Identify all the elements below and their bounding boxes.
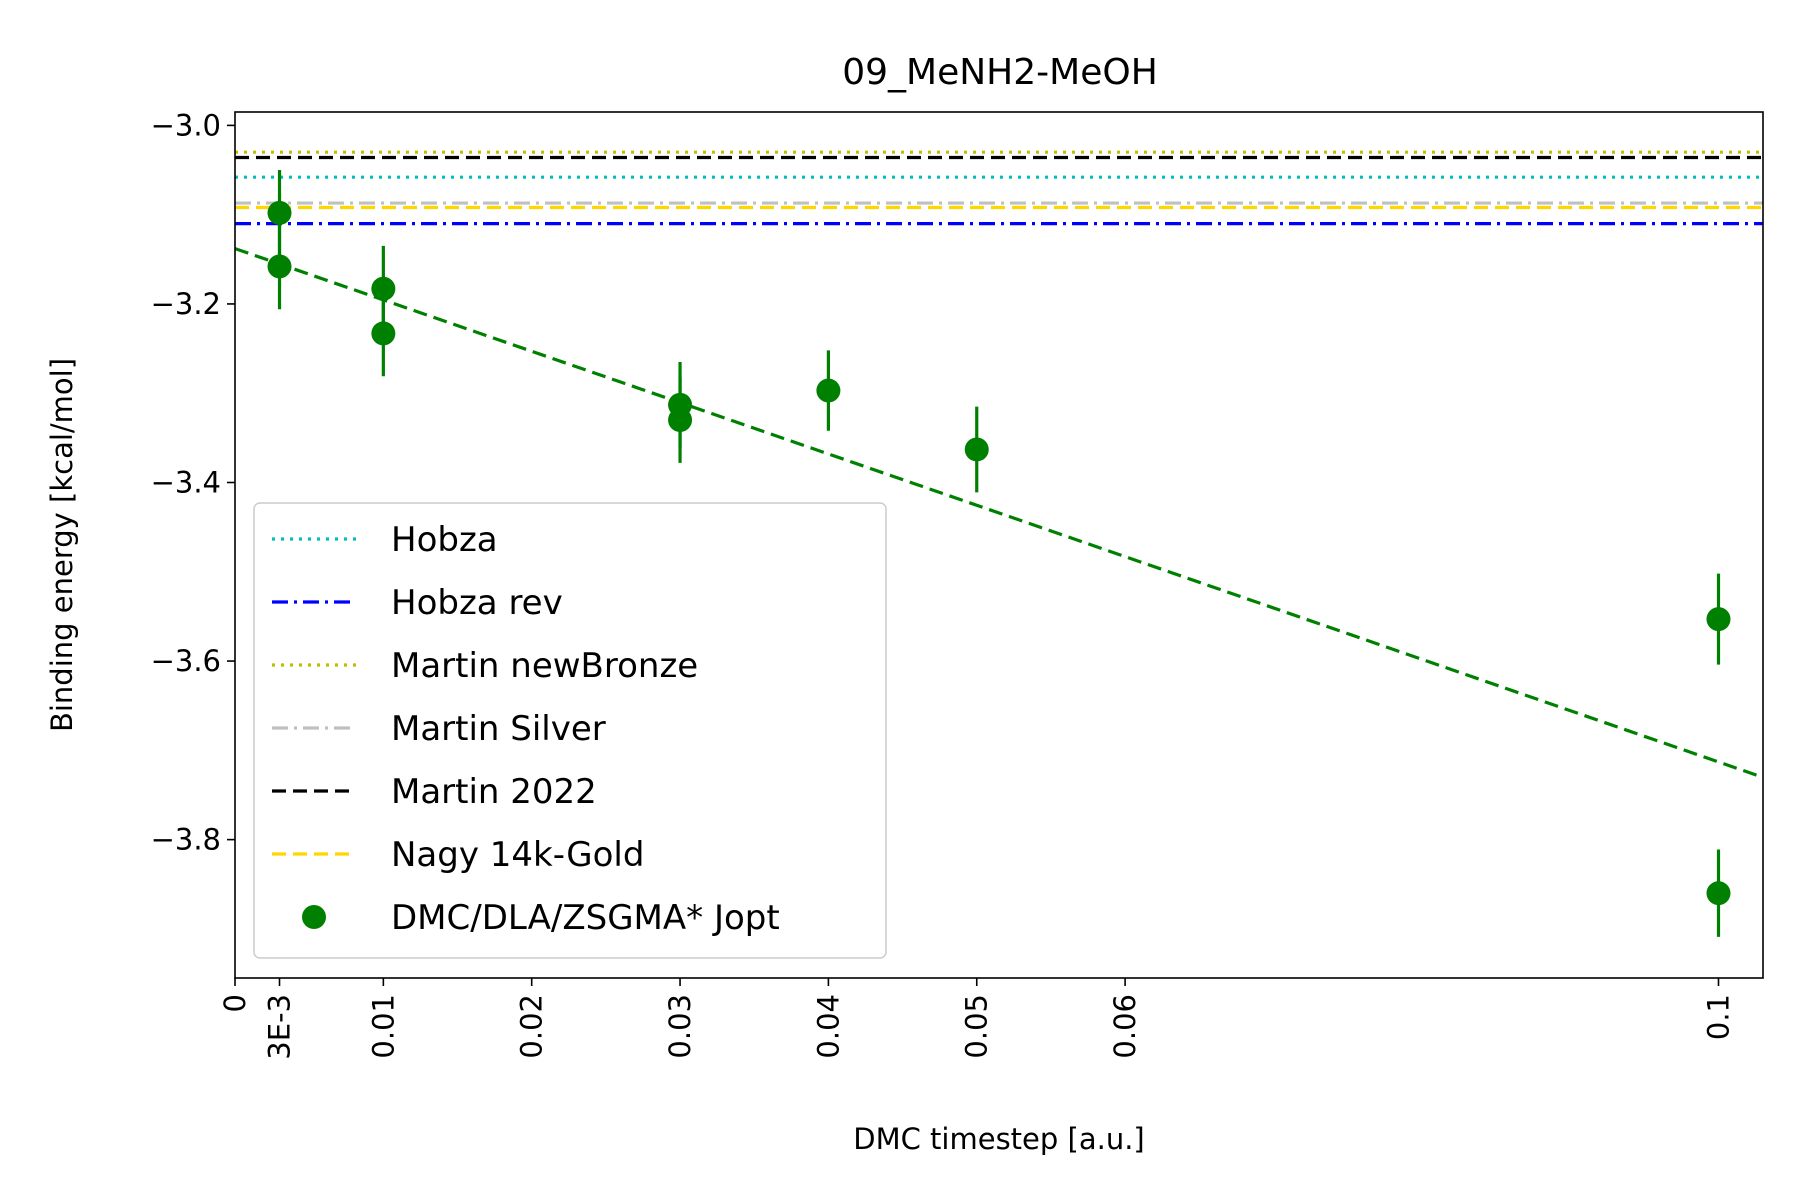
legend-label-6: DMC/DLA/ZSGMA* Jopt — [391, 898, 780, 938]
x-tick-label-0: 0 — [218, 994, 252, 1012]
legend-item-0: Hobza — [272, 520, 498, 560]
legend-item-4: Martin 2022 — [272, 772, 597, 812]
point-marker-5 — [668, 408, 693, 433]
data-point-1 — [267, 223, 292, 310]
legend-item-1: Hobza rev — [272, 583, 563, 623]
x-tick-label-8: 0.1 — [1701, 994, 1735, 1040]
y-tick-label-1: −3.2 — [151, 287, 221, 321]
x-tick-label-3: 0.02 — [515, 994, 549, 1059]
y-tick-label-2: −3.4 — [151, 466, 221, 500]
legend-label-0: Hobza — [391, 520, 498, 560]
legend-label-4: Martin 2022 — [391, 772, 597, 812]
legend-frame — [253, 502, 887, 959]
x-tick-label-5: 0.04 — [811, 994, 845, 1059]
chart-title: 09_MeNH2-MeOH — [842, 52, 1158, 93]
legend: Hobza Hobza rev Martin newBronze Martin Sil… — [253, 502, 887, 959]
x-tick-label-6: 0.05 — [960, 994, 994, 1059]
x-axis: 0 3E-3 0.01 0.02 0.03 0.04 0.05 0.06 0.1 — [218, 978, 1735, 1060]
data-point-5 — [668, 377, 693, 463]
x-tick-label-4: 0.03 — [663, 994, 697, 1059]
reference-lines — [235, 150, 1763, 226]
point-marker-2 — [371, 276, 396, 301]
data-point-7 — [964, 406, 989, 493]
legend-label-5: Nagy 14k-Gold — [391, 835, 644, 875]
x-tick-label-7: 0.06 — [1108, 994, 1142, 1059]
point-marker-8 — [1706, 607, 1731, 632]
x-axis-label: DMC timestep [a.u.] — [853, 1122, 1145, 1156]
fit-line-layer — [235, 247, 1763, 779]
data-point-9 — [1706, 849, 1731, 937]
plot-area — [234, 111, 1764, 979]
y-tick-label-0: −3.0 — [151, 108, 221, 142]
y-tick-label-4: −3.8 — [151, 823, 221, 857]
y-axis: −3.0 −3.2 −3.4 −3.6 −3.8 — [151, 108, 235, 857]
plot-frame — [234, 111, 1764, 979]
point-marker-0 — [267, 200, 292, 225]
point-marker-9 — [1706, 881, 1731, 906]
data-point-8 — [1706, 573, 1731, 665]
legend-item-3: Martin Silver — [272, 709, 606, 749]
fit-line — [235, 247, 1763, 779]
data-point-6 — [816, 350, 841, 431]
legend-swatch-6 — [302, 905, 326, 929]
legend-item-2: Martin newBronze — [272, 646, 698, 686]
x-tick-label-2: 0.01 — [366, 994, 400, 1059]
data-point-3 — [371, 290, 396, 377]
legend-item-6: DMC/DLA/ZSGMA* Jopt — [302, 898, 780, 938]
legend-label-3: Martin Silver — [391, 709, 606, 749]
legend-label-1: Hobza rev — [391, 583, 563, 623]
data-points — [267, 170, 1731, 937]
x-tick-label-1: 3E-3 — [263, 994, 297, 1060]
y-axis-label: Binding energy [kcal/mol] — [45, 358, 79, 732]
y-tick-label-3: −3.6 — [151, 644, 221, 678]
point-marker-6 — [816, 378, 841, 403]
point-marker-1 — [267, 254, 292, 279]
legend-label-2: Martin newBronze — [391, 646, 698, 686]
legend-item-5: Nagy 14k-Gold — [272, 835, 644, 875]
point-marker-3 — [371, 321, 396, 346]
point-marker-7 — [964, 437, 989, 462]
